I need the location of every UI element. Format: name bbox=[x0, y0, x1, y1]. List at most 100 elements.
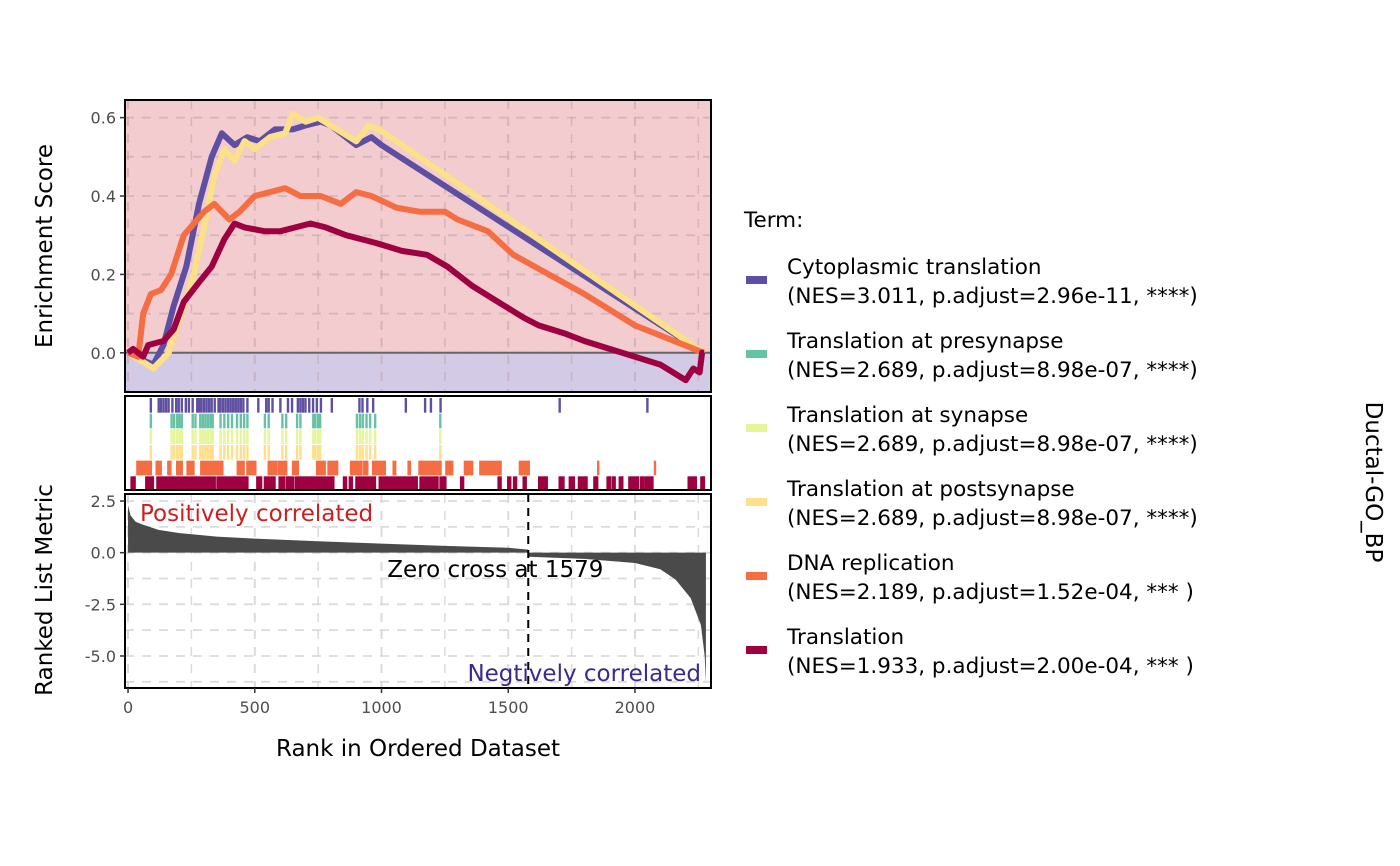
x-tick-label: 2000 bbox=[615, 698, 656, 717]
gene-hit-0 bbox=[234, 398, 237, 413]
gene-hit-4 bbox=[432, 460, 435, 476]
gene-hit-4 bbox=[167, 460, 170, 476]
gene-hit-4 bbox=[471, 460, 474, 476]
gene-hit-5 bbox=[461, 476, 465, 491]
gene-hit-5 bbox=[388, 476, 392, 491]
gene-hit-5 bbox=[512, 476, 516, 491]
gene-hit-4 bbox=[190, 460, 193, 476]
gene-hit-2 bbox=[267, 429, 270, 444]
gene-hit-4 bbox=[208, 460, 211, 476]
gene-hit-5 bbox=[240, 476, 244, 491]
gene-hit-5 bbox=[216, 476, 219, 491]
gene-hit-5 bbox=[499, 476, 502, 491]
gene-hit-2 bbox=[316, 429, 320, 444]
gene-hit-1 bbox=[191, 413, 194, 429]
gene-hit-5 bbox=[694, 476, 697, 491]
gene-hit-5 bbox=[160, 476, 163, 491]
gene-hit-5 bbox=[318, 476, 322, 491]
gene-hit-4 bbox=[281, 460, 285, 476]
gene-hit-2 bbox=[439, 429, 442, 444]
gene-hit-5 bbox=[628, 476, 631, 491]
gene-hit-5 bbox=[156, 476, 159, 491]
gene-hit-0 bbox=[429, 398, 433, 413]
gene-hit-1 bbox=[226, 413, 230, 429]
gene-hit-4 bbox=[408, 460, 412, 476]
es-panel-border bbox=[124, 99, 712, 393]
gene-hit-4 bbox=[439, 460, 442, 476]
gene-hit-4 bbox=[428, 460, 431, 476]
gene-hit-4 bbox=[467, 460, 471, 476]
x-tick-label: 0 bbox=[123, 698, 133, 717]
gene-hit-5 bbox=[507, 476, 510, 491]
gene-hit-5 bbox=[302, 476, 306, 491]
gene-hit-4 bbox=[155, 460, 158, 476]
gene-hit-4 bbox=[218, 460, 221, 476]
gene-hit-0 bbox=[361, 398, 364, 413]
gene-hit-5 bbox=[380, 476, 383, 491]
gene-hit-5 bbox=[398, 476, 402, 491]
gene-hit-5 bbox=[577, 476, 581, 491]
gene-hit-4 bbox=[329, 460, 332, 476]
gene-hit-5 bbox=[611, 476, 614, 491]
gene-hit-0 bbox=[232, 398, 235, 413]
gene-hit-1 bbox=[209, 413, 212, 429]
gene-hit-4 bbox=[180, 460, 183, 476]
gene-hit-0 bbox=[149, 398, 153, 413]
gene-hit-5 bbox=[267, 476, 271, 491]
gene-hit-0 bbox=[174, 398, 178, 413]
gene-hit-1 bbox=[246, 413, 249, 429]
gene-hit-4 bbox=[159, 460, 162, 476]
gene-hit-5 bbox=[593, 476, 596, 491]
gene-hit-0 bbox=[162, 398, 165, 413]
gene-hit-2 bbox=[314, 429, 317, 444]
gene-hit-4 bbox=[296, 460, 300, 476]
gene-hit-5 bbox=[350, 476, 354, 491]
gene-hit-5 bbox=[581, 476, 585, 491]
gene-hit-5 bbox=[130, 476, 133, 491]
negative-region bbox=[125, 352, 711, 392]
gene-hit-5 bbox=[220, 476, 223, 491]
gene-hit-5 bbox=[641, 476, 645, 491]
gene-hit-4 bbox=[267, 460, 270, 476]
gene-hit-4 bbox=[214, 460, 217, 476]
gene-hit-5 bbox=[361, 476, 364, 491]
gene-hit-4 bbox=[653, 460, 657, 476]
gene-hit-0 bbox=[319, 398, 323, 413]
gene-hit-4 bbox=[236, 460, 239, 476]
x-tick-label: 500 bbox=[239, 698, 270, 717]
gene-hit-2 bbox=[149, 429, 153, 444]
legend-term-stats: (NES=2.189, p.adjust=1.52e-04, *** ) bbox=[787, 580, 1194, 605]
gene-hit-4 bbox=[250, 460, 253, 476]
gene-hit-2 bbox=[206, 429, 210, 444]
gene-hit-1 bbox=[230, 413, 234, 429]
gene-hit-3 bbox=[191, 445, 194, 460]
gene-hit-4 bbox=[142, 460, 145, 476]
gene-hit-0 bbox=[213, 398, 216, 413]
gene-hit-3 bbox=[230, 445, 234, 460]
gene-hit-3 bbox=[201, 445, 205, 460]
gene-hit-4 bbox=[186, 460, 189, 476]
gene-hit-1 bbox=[318, 413, 322, 429]
gene-hit-4 bbox=[279, 460, 283, 476]
gene-hit-3 bbox=[176, 445, 179, 460]
gene-hit-1 bbox=[178, 413, 181, 429]
gene-hit-5 bbox=[329, 476, 332, 491]
gene-hit-5 bbox=[357, 476, 360, 491]
gene-hit-4 bbox=[269, 460, 272, 476]
gene-hit-5 bbox=[545, 476, 548, 491]
gene-hit-3 bbox=[172, 445, 176, 460]
gene-hit-2 bbox=[170, 429, 173, 444]
legend-term-stats: (NES=2.689, p.adjust=8.98e-07, ****) bbox=[787, 358, 1198, 383]
gene-hit-5 bbox=[634, 476, 637, 491]
gene-hit-5 bbox=[644, 476, 647, 491]
gene-hit-5 bbox=[558, 476, 561, 491]
gene-hit-2 bbox=[365, 429, 368, 444]
gene-hit-5 bbox=[259, 476, 263, 491]
gene-hit-1 bbox=[170, 413, 173, 429]
gene-hit-5 bbox=[300, 476, 304, 491]
gene-hit-5 bbox=[431, 476, 434, 491]
gene-hit-5 bbox=[246, 476, 249, 491]
gene-hit-5 bbox=[312, 476, 316, 491]
gene-hit-5 bbox=[133, 476, 136, 491]
gene-hit-4 bbox=[210, 460, 213, 476]
